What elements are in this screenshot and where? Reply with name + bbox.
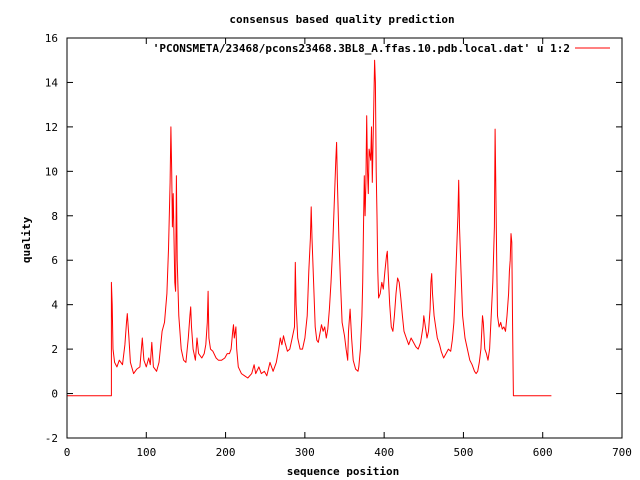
x-axis-label: sequence position bbox=[287, 465, 400, 478]
y-tick-label: -2 bbox=[45, 432, 58, 445]
series-line bbox=[67, 59, 552, 397]
x-tick-label: 500 bbox=[453, 446, 473, 459]
x-tick-label: 0 bbox=[64, 446, 71, 459]
x-tick-label: 400 bbox=[374, 446, 394, 459]
x-tick-label: 100 bbox=[136, 446, 156, 459]
y-tick-label: 12 bbox=[45, 121, 58, 134]
y-tick-label: 6 bbox=[51, 254, 58, 267]
x-tick-label: 200 bbox=[216, 446, 236, 459]
y-tick-label: 0 bbox=[51, 388, 58, 401]
plot-frame bbox=[66, 37, 623, 439]
y-tick-label: 14 bbox=[45, 76, 59, 89]
y-tick-label: 2 bbox=[51, 343, 58, 356]
x-tick-label: 300 bbox=[295, 446, 315, 459]
y-tick-label: 16 bbox=[45, 32, 58, 45]
chart-title: consensus based quality prediction bbox=[229, 13, 454, 26]
y-tick-label: 4 bbox=[51, 299, 58, 312]
plot-series bbox=[67, 59, 552, 397]
x-tick-label: 600 bbox=[533, 446, 553, 459]
x-tick-label: 700 bbox=[612, 446, 632, 459]
y-tick-label: 10 bbox=[45, 165, 58, 178]
y-tick-label: 8 bbox=[51, 210, 58, 223]
y-axis-label-group: quality bbox=[20, 216, 33, 263]
legend: 'PCONSMETA/23468/pcons23468.3BL8_A.ffas.… bbox=[153, 42, 610, 55]
axis-ticks: 0 100 200 300 400 500 600 700 -2 0 2 4 6 8 10 12 14 16 bbox=[45, 32, 632, 459]
legend-label: 'PCONSMETA/23468/pcons23468.3BL8_A.ffas.… bbox=[153, 42, 570, 55]
y-axis-label: quality bbox=[20, 216, 33, 263]
